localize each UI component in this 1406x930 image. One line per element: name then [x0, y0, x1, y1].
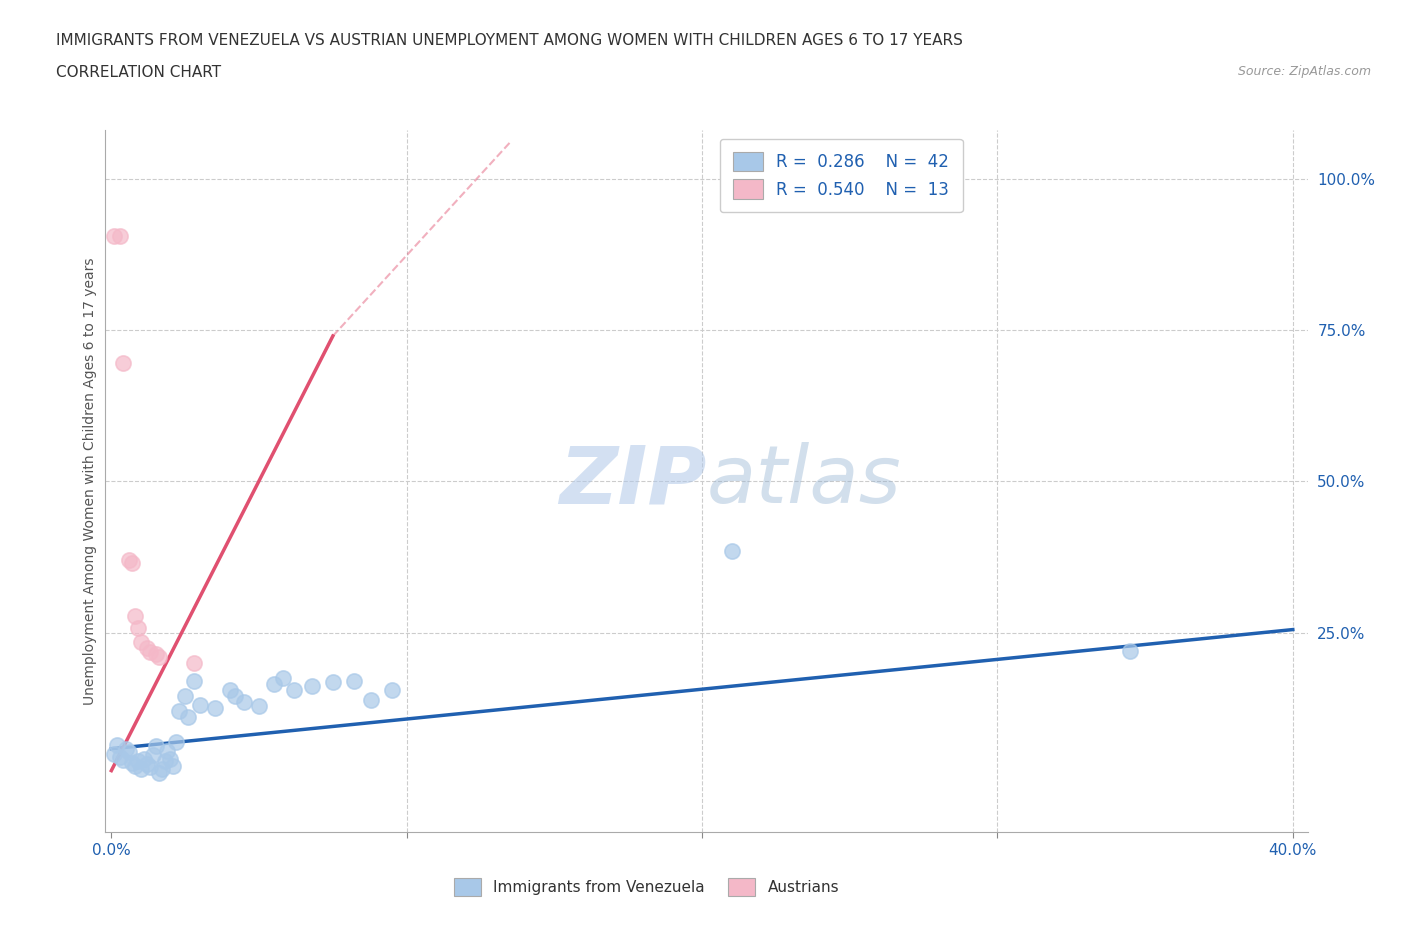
Point: [271, 671, 294, 685]
Point: [360, 693, 382, 708]
Point: [135, 640, 157, 655]
Point: [177, 710, 200, 724]
Point: [121, 555, 143, 570]
Point: [103, 229, 125, 244]
Point: [322, 675, 344, 690]
Point: [115, 741, 138, 756]
Point: [103, 746, 125, 761]
Point: [145, 646, 167, 661]
Point: [112, 752, 135, 767]
Point: [142, 748, 165, 763]
Point: [174, 689, 197, 704]
Point: [129, 762, 152, 777]
Point: [127, 620, 149, 635]
Point: [165, 734, 187, 749]
Text: CORRELATION CHART: CORRELATION CHART: [56, 65, 221, 80]
Point: [233, 695, 256, 710]
Text: atlas: atlas: [707, 443, 901, 520]
Point: [150, 762, 173, 777]
Point: [247, 699, 270, 714]
Point: [118, 552, 141, 567]
Text: IMMIGRANTS FROM VENEZUELA VS AUSTRIAN UNEMPLOYMENT AMONG WOMEN WITH CHILDREN AGE: IMMIGRANTS FROM VENEZUELA VS AUSTRIAN UN…: [56, 33, 963, 47]
Point: [129, 634, 152, 649]
Point: [183, 656, 205, 671]
Point: [124, 608, 146, 623]
Point: [135, 756, 157, 771]
Point: [283, 683, 305, 698]
Y-axis label: Unemployment Among Women with Children Ages 6 to 17 years: Unemployment Among Women with Children A…: [83, 258, 97, 705]
Point: [153, 753, 176, 768]
Point: [204, 701, 226, 716]
Point: [118, 745, 141, 760]
Point: [218, 683, 240, 698]
Point: [139, 644, 162, 659]
Point: [720, 543, 742, 558]
Point: [145, 739, 167, 754]
Point: [263, 677, 285, 692]
Point: [148, 649, 170, 664]
Point: [124, 758, 146, 773]
Point: [159, 751, 181, 766]
Point: [110, 229, 132, 244]
Point: [121, 755, 143, 770]
Point: [148, 765, 170, 780]
Point: [169, 704, 191, 719]
Point: [188, 698, 211, 712]
Point: [183, 673, 205, 688]
Point: [1119, 644, 1142, 658]
Point: [127, 753, 149, 768]
Text: Source: ZipAtlas.com: Source: ZipAtlas.com: [1237, 65, 1371, 78]
Point: [112, 356, 135, 371]
Text: ZIP: ZIP: [560, 443, 707, 520]
Point: [156, 743, 179, 758]
Point: [162, 758, 184, 773]
Point: [381, 683, 404, 698]
Point: [342, 673, 364, 688]
Point: [132, 751, 155, 766]
Point: [110, 750, 132, 764]
Legend: Immigrants from Venezuela, Austrians: Immigrants from Venezuela, Austrians: [447, 872, 845, 902]
Point: [105, 737, 128, 752]
Point: [224, 689, 246, 704]
Point: [139, 760, 162, 775]
Point: [301, 678, 323, 693]
